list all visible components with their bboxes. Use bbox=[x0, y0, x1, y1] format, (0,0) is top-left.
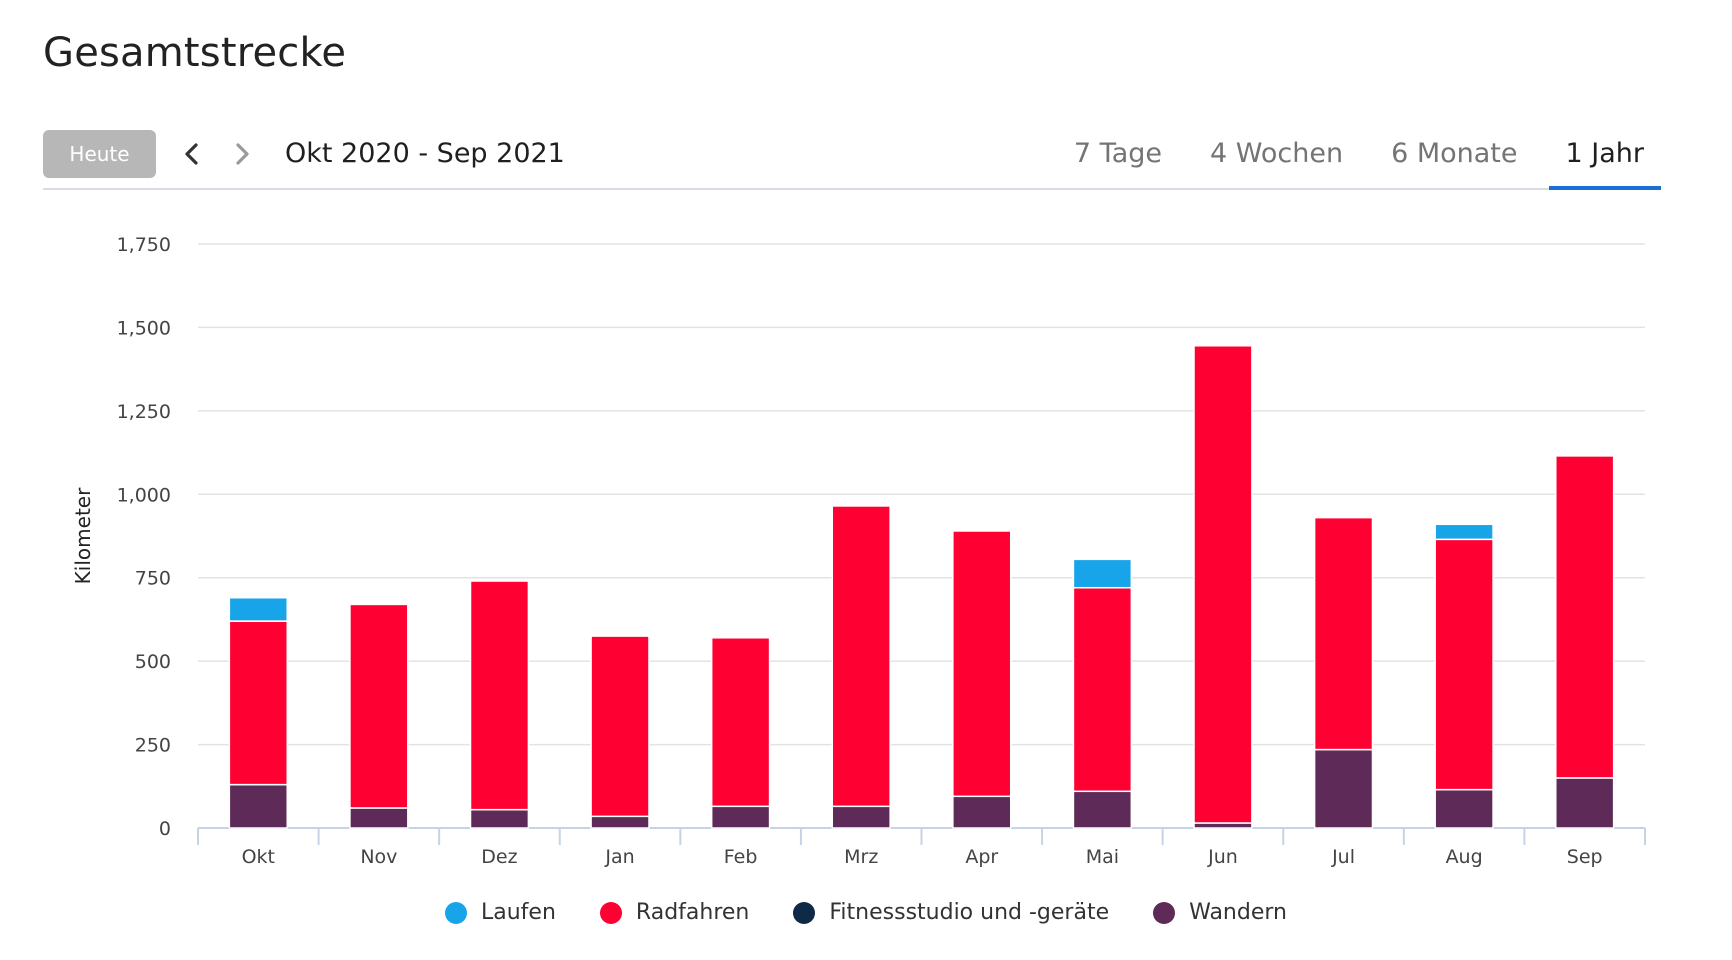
tab-4-wochen[interactable]: 4 Wochen bbox=[1210, 138, 1344, 169]
x-tick-label: Aug bbox=[1446, 846, 1483, 868]
bar-segment bbox=[1434, 788, 1494, 829]
today-button[interactable]: Heute bbox=[43, 130, 156, 178]
bar-segment bbox=[710, 637, 771, 808]
bar-segment bbox=[1072, 558, 1133, 589]
bar-segment bbox=[710, 805, 771, 829]
x-tick-label: Dez bbox=[481, 846, 517, 868]
x-tick-label: Jun bbox=[1207, 846, 1238, 868]
y-tick-label: 1,000 bbox=[117, 484, 171, 506]
x-tick-label: Jul bbox=[1331, 846, 1355, 868]
tab-7-tage[interactable]: 7 Tage bbox=[1073, 138, 1162, 169]
y-tick-label: 1,750 bbox=[117, 234, 171, 256]
date-range-label: Okt 2020 - Sep 2021 bbox=[285, 138, 565, 169]
x-tick-label: Okt bbox=[242, 846, 275, 868]
tab-1-jahr[interactable]: 1 Jahr bbox=[1548, 130, 1662, 190]
bar-segment bbox=[1434, 523, 1494, 541]
page-title: Gesamtstrecke bbox=[43, 30, 347, 76]
legend-item[interactable]: Wandern bbox=[1153, 900, 1287, 925]
legend-item[interactable]: Laufen bbox=[445, 900, 556, 925]
bar-segment bbox=[1555, 455, 1615, 779]
bar-segment bbox=[228, 596, 288, 622]
x-tick-label: Feb bbox=[724, 846, 758, 868]
bar-segment bbox=[1434, 538, 1494, 791]
bar-segment bbox=[349, 807, 409, 829]
legend-label: Laufen bbox=[481, 900, 556, 925]
bar-segment bbox=[349, 603, 409, 809]
x-tick-label: Nov bbox=[360, 846, 397, 868]
bar-segment bbox=[1072, 586, 1133, 793]
legend-swatch bbox=[599, 901, 622, 924]
legend-item[interactable]: Radfahren bbox=[599, 900, 750, 925]
legend-label: Radfahren bbox=[635, 900, 750, 925]
bar-segment bbox=[952, 530, 1012, 798]
y-tick-label: 750 bbox=[135, 568, 171, 590]
chevron-left-icon[interactable] bbox=[178, 138, 206, 170]
bar-segment bbox=[1193, 822, 1253, 829]
bar-segment bbox=[469, 808, 530, 829]
y-tick-label: 500 bbox=[135, 651, 171, 673]
toolbar: Heute Okt 2020 - Sep 2021 7 Tage 4 Woche… bbox=[43, 130, 1662, 190]
y-tick-label: 0 bbox=[159, 818, 171, 840]
legend-swatch bbox=[445, 901, 467, 924]
bar-segment bbox=[1072, 790, 1133, 829]
y-tick-label: 1,500 bbox=[117, 317, 171, 339]
x-tick-label: Sep bbox=[1567, 846, 1603, 868]
legend-item[interactable]: Fitnessstudio und -geräte bbox=[793, 900, 1109, 925]
x-tick-label: Apr bbox=[965, 846, 998, 868]
legend-label: Wandern bbox=[1189, 900, 1287, 925]
bar-segment bbox=[831, 805, 891, 829]
bar-segment bbox=[590, 815, 650, 829]
stacked-bar-chart: 0 250 500 750 1,000 1,250 1,500 1,750 Kilometer O… bbox=[71, 234, 1646, 868]
x-tick-label: Mai bbox=[1086, 846, 1119, 868]
legend-swatch bbox=[1153, 901, 1176, 924]
bar-segment bbox=[1193, 345, 1253, 824]
x-tick-label: Jan bbox=[604, 846, 634, 868]
bar-segment bbox=[1313, 516, 1374, 751]
bar-segment bbox=[1555, 777, 1615, 829]
bar-segment bbox=[228, 620, 288, 786]
bar-segment bbox=[952, 795, 1012, 829]
legend-label: Fitnessstudio und -geräte bbox=[829, 900, 1110, 925]
tab-6-monate[interactable]: 6 Monate bbox=[1391, 138, 1518, 169]
y-tick-label: 250 bbox=[135, 735, 171, 757]
legend-swatch bbox=[793, 901, 816, 924]
period-tabs: 7 Tage 4 Wochen 6 Monate 1 Jahr bbox=[1043, 130, 1662, 190]
y-axis-title: Kilometer bbox=[71, 487, 95, 584]
y-tick-label: 1,250 bbox=[117, 401, 171, 423]
chart-legend: Laufen Radfahren Fitnessstudio und -geräte… bbox=[0, 900, 1732, 925]
bar-segment bbox=[469, 580, 530, 811]
bar-segment bbox=[228, 783, 288, 829]
x-tick-label: Mrz bbox=[844, 846, 878, 868]
chevron-right-icon[interactable] bbox=[228, 138, 256, 170]
bar-segment bbox=[1313, 748, 1374, 829]
bar-segment bbox=[831, 505, 891, 808]
bar-segment bbox=[590, 635, 650, 818]
